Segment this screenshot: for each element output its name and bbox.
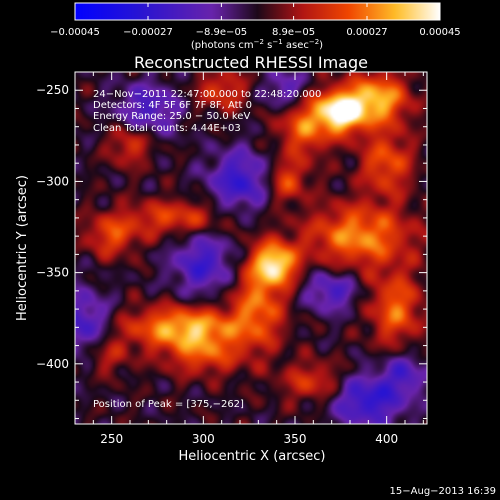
y-tick-label: −350: [36, 266, 69, 280]
annotation-energy: Energy Range: 25.0 − 50.0 keV: [93, 111, 250, 122]
plot-frame: [74, 71, 428, 425]
y-tick-label: −300: [36, 174, 69, 188]
x-tick-label: 250: [100, 432, 123, 446]
y-tick-label: −250: [36, 83, 69, 97]
axis-tick-labels: 250 300 350 400 −250 −300 −350 −400: [36, 83, 398, 446]
annotation-detectors: Detectors: 4F 5F 6F 7F 8F, Att 0: [93, 100, 252, 111]
colorbar-tick-label: 0.00045: [419, 27, 460, 38]
y-tick-label: −400: [36, 357, 69, 371]
annotation-time-range: 24−Nov−2011 22:47:00.000 to 22:48:20.000: [93, 89, 321, 100]
annotation-clean: Clean Total counts: 4.44E+03: [93, 123, 241, 134]
colorbar-tick-labels: −0.00045 −0.00027 −8.9e−05 8.9e−05 0.00027 0.…: [50, 27, 461, 38]
x-axis-title: Heliocentric X (arcsec): [179, 449, 326, 464]
x-tick-label: 300: [192, 432, 215, 446]
chart-title: Reconstructed RHESSI Image: [134, 53, 368, 72]
colorbar-tick-label: 8.9e−05: [272, 27, 315, 38]
heatmap-image: [75, 72, 427, 424]
x-tick-label: 350: [284, 432, 307, 446]
colorbar-tick-label: −8.9e−05: [196, 27, 248, 38]
annotation-peak: Position of Peak = [375,−262]: [93, 399, 244, 410]
axis-ticks: [74, 71, 427, 424]
colorbar-tick-label: 0.00027: [346, 27, 387, 38]
colorbar-units: (photons cm−2 s−1 asec−2): [191, 38, 323, 51]
colorbar-gradient: [75, 3, 440, 20]
colorbar-tick-label: −0.00027: [123, 27, 173, 38]
x-tick-label: 400: [375, 432, 398, 446]
colorbar-frame: [74, 2, 441, 21]
y-axis-title: Heliocentric Y (arcsec): [15, 175, 30, 321]
heatmap-image-container: [75, 72, 427, 424]
colorbar-ticks: [74, 3, 441, 20]
colorbar-tick-label: −0.00045: [50, 27, 100, 38]
footer-timestamp: 15−Aug−2013 16:39: [390, 486, 496, 497]
colorbar: −0.00045 −0.00027 −8.9e−05 8.9e−05 0.00027 0.…: [50, 2, 461, 51]
